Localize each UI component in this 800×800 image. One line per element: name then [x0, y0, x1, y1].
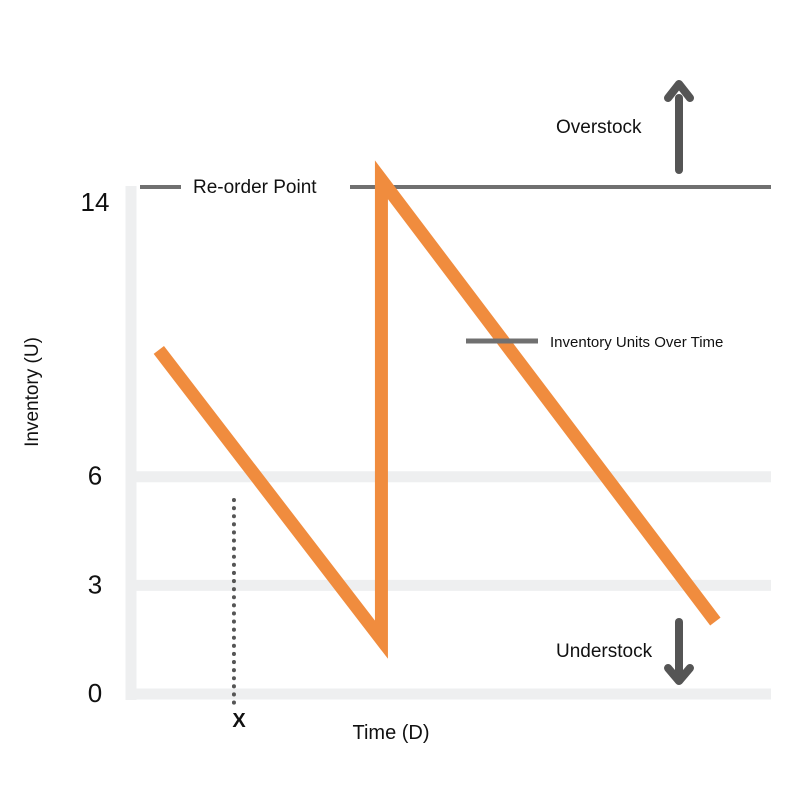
- overstock-label: Overstock: [556, 117, 642, 138]
- y-tick-label-3: 3: [88, 569, 102, 599]
- y-tick-label-14: 14: [81, 187, 110, 217]
- grid-lines: [131, 471, 771, 591]
- marker-x-label: X: [232, 710, 246, 732]
- y-tick-label-0: 0: [88, 678, 102, 708]
- series-line-0: [153, 160, 721, 659]
- arrow-up-icon: [664, 80, 694, 102]
- understock-label: Understock: [556, 641, 653, 662]
- reorder-point-label: Re-order Point: [193, 177, 317, 198]
- y-axis-label: Inventory (U): [22, 337, 43, 447]
- axes: 0 3 6 14: [81, 185, 771, 708]
- arrow-down-icon: [664, 664, 694, 685]
- series-label: Inventory Units Over Time: [550, 334, 723, 351]
- y-tick-label-6: 6: [88, 461, 102, 491]
- annotation-layer: [466, 80, 694, 685]
- series-layer: [153, 160, 721, 659]
- x-axis-label: Time (D): [352, 722, 429, 744]
